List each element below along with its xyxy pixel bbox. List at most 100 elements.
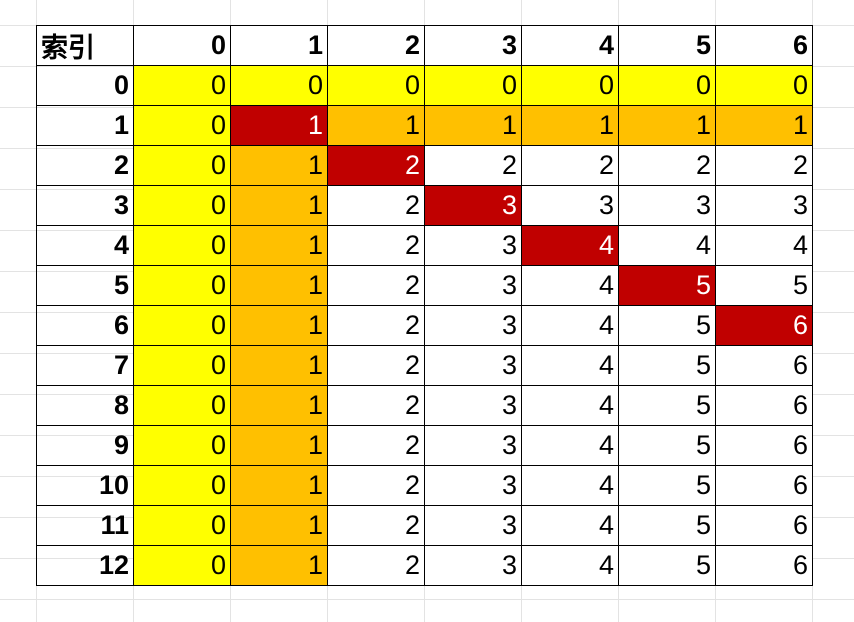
column-header[interactable]: 1: [230, 25, 328, 66]
table-cell[interactable]: 0: [133, 545, 231, 586]
row-header[interactable]: 8: [36, 385, 134, 426]
row-header[interactable]: 11: [36, 505, 134, 546]
row-header[interactable]: 4: [36, 225, 134, 266]
row-header[interactable]: 9: [36, 425, 134, 466]
table-cell[interactable]: 2: [327, 265, 425, 306]
table-cell[interactable]: 3: [424, 225, 522, 266]
table-cell[interactable]: 3: [424, 185, 522, 226]
table-cell[interactable]: 1: [424, 105, 522, 146]
table-cell[interactable]: 3: [424, 305, 522, 346]
table-cell[interactable]: 0: [133, 105, 231, 146]
table-cell[interactable]: 5: [618, 265, 716, 306]
table-cell[interactable]: 6: [715, 305, 813, 346]
table-cell[interactable]: 4: [521, 385, 619, 426]
column-header[interactable]: 0: [133, 25, 231, 66]
row-header[interactable]: 6: [36, 305, 134, 346]
table-cell[interactable]: 3: [424, 385, 522, 426]
row-header[interactable]: 0: [36, 65, 134, 106]
table-cell[interactable]: 0: [715, 65, 813, 106]
table-cell[interactable]: 4: [521, 265, 619, 306]
table-cell[interactable]: 1: [230, 385, 328, 426]
row-header[interactable]: 3: [36, 185, 134, 226]
table-cell[interactable]: 2: [327, 545, 425, 586]
table-cell[interactable]: 0: [133, 345, 231, 386]
table-cell[interactable]: 3: [424, 545, 522, 586]
table-cell[interactable]: 3: [424, 465, 522, 506]
table-cell[interactable]: 2: [327, 345, 425, 386]
column-header[interactable]: 2: [327, 25, 425, 66]
row-header[interactable]: 5: [36, 265, 134, 306]
table-cell[interactable]: 1: [230, 265, 328, 306]
table-cell[interactable]: 4: [715, 225, 813, 266]
table-cell[interactable]: 2: [327, 465, 425, 506]
table-cell[interactable]: 1: [230, 185, 328, 226]
table-cell[interactable]: 1: [230, 425, 328, 466]
table-cell[interactable]: 1: [327, 105, 425, 146]
row-header[interactable]: 1: [36, 105, 134, 146]
table-cell[interactable]: 0: [133, 145, 231, 186]
table-cell[interactable]: 2: [521, 145, 619, 186]
table-cell[interactable]: 3: [424, 505, 522, 546]
table-cell[interactable]: 6: [715, 345, 813, 386]
table-cell[interactable]: 5: [618, 305, 716, 346]
table-cell[interactable]: 2: [327, 185, 425, 226]
table-cell[interactable]: 3: [424, 425, 522, 466]
table-cell[interactable]: 5: [618, 505, 716, 546]
table-cell[interactable]: 2: [424, 145, 522, 186]
table-cell[interactable]: 0: [133, 305, 231, 346]
table-cell[interactable]: 2: [715, 145, 813, 186]
table-cell[interactable]: 4: [521, 545, 619, 586]
column-header[interactable]: 4: [521, 25, 619, 66]
table-cell[interactable]: 2: [618, 145, 716, 186]
table-cell[interactable]: 5: [715, 265, 813, 306]
table-cell[interactable]: 0: [133, 185, 231, 226]
table-cell[interactable]: 1: [230, 465, 328, 506]
table-cell[interactable]: 4: [521, 505, 619, 546]
table-cell[interactable]: 3: [424, 265, 522, 306]
table-cell[interactable]: 0: [133, 505, 231, 546]
table-cell[interactable]: 5: [618, 465, 716, 506]
table-cell[interactable]: 5: [618, 425, 716, 466]
table-cell[interactable]: 3: [424, 345, 522, 386]
table-cell[interactable]: 6: [715, 545, 813, 586]
table-cell[interactable]: 1: [230, 505, 328, 546]
row-header[interactable]: 12: [36, 545, 134, 586]
table-cell[interactable]: 5: [618, 345, 716, 386]
table-cell[interactable]: 5: [618, 385, 716, 426]
table-cell[interactable]: 1: [230, 145, 328, 186]
table-cell[interactable]: 4: [521, 345, 619, 386]
table-cell[interactable]: 0: [521, 65, 619, 106]
table-cell[interactable]: 1: [521, 105, 619, 146]
table-cell[interactable]: 4: [521, 305, 619, 346]
table-cell[interactable]: 5: [618, 545, 716, 586]
column-header[interactable]: 6: [715, 25, 813, 66]
table-cell[interactable]: 1: [230, 105, 328, 146]
table-cell[interactable]: 3: [618, 185, 716, 226]
table-cell[interactable]: 0: [133, 65, 231, 106]
table-cell[interactable]: 2: [327, 425, 425, 466]
table-cell[interactable]: 0: [133, 225, 231, 266]
table-cell[interactable]: 2: [327, 225, 425, 266]
table-cell[interactable]: 3: [521, 185, 619, 226]
corner-label[interactable]: 索引: [36, 25, 134, 66]
table-cell[interactable]: 1: [230, 545, 328, 586]
table-cell[interactable]: 4: [521, 425, 619, 466]
row-header[interactable]: 2: [36, 145, 134, 186]
row-header[interactable]: 10: [36, 465, 134, 506]
row-header[interactable]: 7: [36, 345, 134, 386]
table-cell[interactable]: 2: [327, 145, 425, 186]
column-header[interactable]: 3: [424, 25, 522, 66]
table-cell[interactable]: 4: [521, 465, 619, 506]
table-cell[interactable]: 0: [230, 65, 328, 106]
table-cell[interactable]: 1: [715, 105, 813, 146]
table-cell[interactable]: 6: [715, 425, 813, 466]
table-cell[interactable]: 0: [133, 465, 231, 506]
table-cell[interactable]: 1: [230, 305, 328, 346]
table-cell[interactable]: 0: [133, 385, 231, 426]
column-header[interactable]: 5: [618, 25, 716, 66]
table-cell[interactable]: 1: [230, 345, 328, 386]
table-cell[interactable]: 1: [230, 225, 328, 266]
table-cell[interactable]: 2: [327, 505, 425, 546]
table-cell[interactable]: 0: [618, 65, 716, 106]
table-cell[interactable]: 0: [327, 65, 425, 106]
